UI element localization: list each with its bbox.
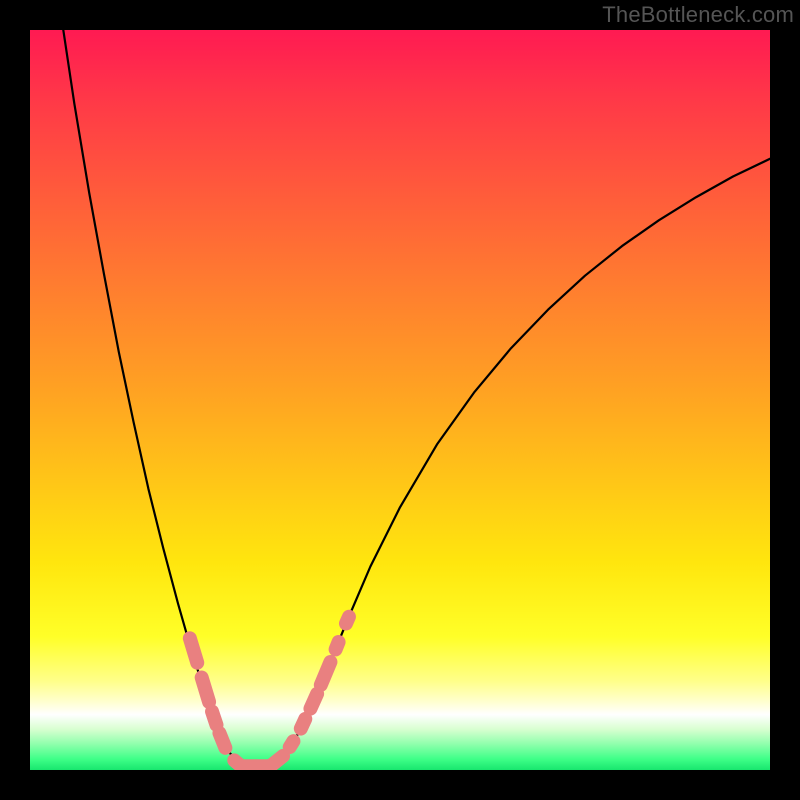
- bottleneck-curve: [63, 30, 770, 769]
- data-marker: [290, 741, 294, 747]
- data-marker: [219, 733, 225, 748]
- data-marker: [346, 617, 349, 624]
- data-marker: [310, 694, 317, 709]
- plot-area: [30, 30, 770, 770]
- curve-layer: [30, 30, 770, 770]
- data-marker: [190, 638, 197, 662]
- data-marker: [321, 662, 331, 685]
- data-marker: [336, 642, 339, 649]
- watermark-label: TheBottleneck.com: [602, 2, 794, 28]
- data-marker: [212, 712, 216, 725]
- data-marker: [272, 756, 283, 765]
- data-marker: [202, 678, 209, 702]
- data-marker: [301, 719, 305, 729]
